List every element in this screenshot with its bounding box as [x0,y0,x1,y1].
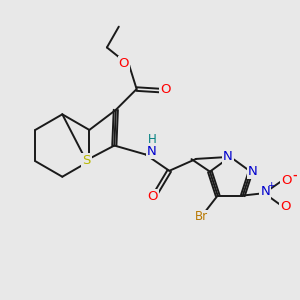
Text: O: O [160,83,171,97]
Text: N: N [223,150,233,163]
Text: N: N [260,185,270,198]
Text: N: N [147,145,157,158]
Text: H: H [148,133,157,146]
Text: N: N [248,164,258,178]
Text: O: O [147,190,158,202]
Text: Br: Br [195,210,208,224]
Text: O: O [281,174,292,187]
Text: -: - [292,170,297,180]
Text: O: O [118,57,129,70]
Text: +: + [267,181,274,190]
Text: S: S [82,154,91,167]
Text: O: O [280,200,291,213]
